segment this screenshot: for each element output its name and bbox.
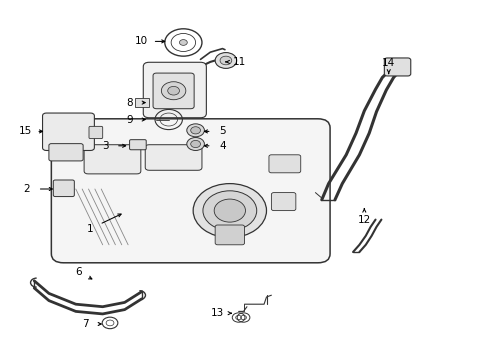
Text: 14: 14 (381, 58, 395, 68)
FancyBboxPatch shape (271, 193, 295, 211)
Text: 5: 5 (219, 126, 225, 136)
Circle shape (214, 199, 245, 222)
Circle shape (203, 191, 256, 230)
Circle shape (186, 138, 204, 150)
Text: 6: 6 (75, 267, 81, 277)
Text: 15: 15 (19, 126, 32, 136)
FancyBboxPatch shape (384, 58, 410, 76)
FancyBboxPatch shape (49, 144, 83, 161)
Text: 1: 1 (87, 224, 94, 234)
Circle shape (193, 184, 266, 238)
FancyBboxPatch shape (215, 225, 244, 245)
Text: 7: 7 (82, 319, 89, 329)
FancyBboxPatch shape (268, 155, 300, 173)
FancyBboxPatch shape (84, 145, 141, 174)
Text: 4: 4 (219, 141, 225, 151)
Text: 10: 10 (135, 36, 148, 46)
Text: 9: 9 (126, 114, 133, 125)
Circle shape (186, 124, 204, 137)
Circle shape (190, 140, 200, 148)
Text: 13: 13 (210, 308, 224, 318)
FancyBboxPatch shape (89, 126, 102, 139)
Circle shape (161, 82, 185, 100)
Circle shape (179, 40, 187, 45)
Text: 3: 3 (102, 141, 108, 151)
FancyBboxPatch shape (153, 73, 194, 109)
FancyBboxPatch shape (51, 119, 329, 263)
Text: 2: 2 (23, 184, 30, 194)
FancyBboxPatch shape (53, 180, 74, 197)
FancyBboxPatch shape (129, 140, 146, 150)
FancyBboxPatch shape (135, 98, 149, 107)
Circle shape (215, 53, 236, 68)
Circle shape (190, 127, 200, 134)
FancyBboxPatch shape (143, 62, 206, 118)
Text: 11: 11 (232, 57, 246, 67)
Text: 12: 12 (357, 215, 370, 225)
FancyBboxPatch shape (42, 113, 94, 150)
FancyBboxPatch shape (145, 145, 202, 170)
Circle shape (167, 86, 179, 95)
Text: 8: 8 (126, 98, 133, 108)
Circle shape (220, 56, 231, 65)
